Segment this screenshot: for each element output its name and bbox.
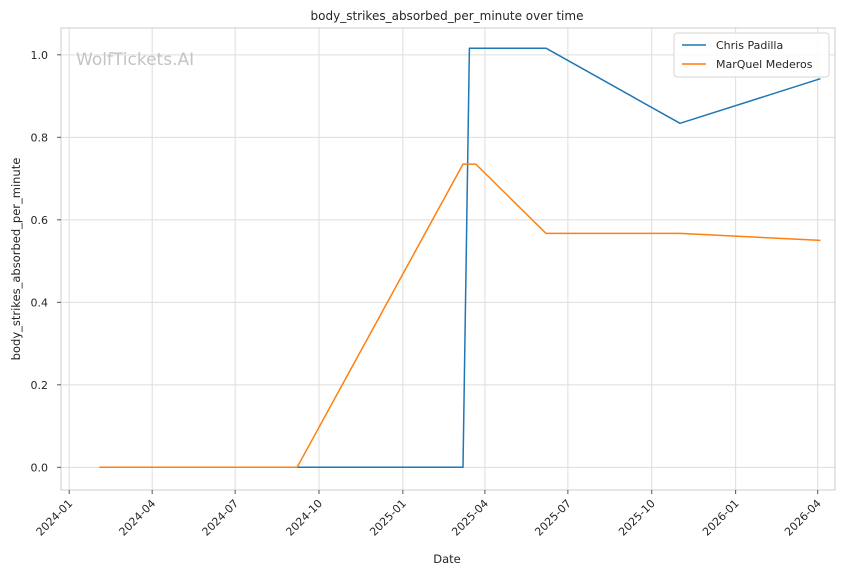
plot-area xyxy=(60,27,836,491)
x-tick-label: 2024-04 xyxy=(117,497,159,539)
series-line-marquel-mederos xyxy=(99,163,821,469)
grid xyxy=(61,28,835,490)
x-tick-label: 2024-10 xyxy=(283,497,325,539)
y-tick-label: 0.6 xyxy=(31,214,49,227)
watermark: WolfTickets.AI xyxy=(76,50,194,70)
x-tick-label: 2025-01 xyxy=(367,497,409,539)
x-tick-label: 2025-10 xyxy=(616,497,658,539)
series-line-chris-padilla xyxy=(175,47,821,469)
legend: Chris Padilla MarQuel Mederos xyxy=(673,32,830,78)
chart-title: body_strikes_absorbed_per_minute over ti… xyxy=(311,9,584,23)
legend-box xyxy=(673,32,830,78)
x-tick-label: 2026-04 xyxy=(782,497,824,539)
y-tick-label: 0.4 xyxy=(31,296,49,309)
x-axis-ticks: 2024-01 2024-04 2024-07 2024-10 2025-01 2025-… xyxy=(34,490,824,539)
x-tick-label: 2025-07 xyxy=(532,497,574,539)
x-axis-title: Date xyxy=(433,552,461,566)
y-axis-ticks: 0.0 0.2 0.4 0.6 0.8 1.0 xyxy=(31,49,61,474)
legend-label-chris-padilla: Chris Padilla xyxy=(716,39,783,52)
y-tick-label: 0.2 xyxy=(31,379,49,392)
legend-label-marquel-mederos: MarQuel Mederos xyxy=(716,58,813,71)
y-tick-label: 0.0 xyxy=(31,461,49,474)
y-tick-label: 0.8 xyxy=(31,131,49,144)
y-axis-title: body_strikes_absorbed_per_minute xyxy=(9,158,23,361)
x-tick-label: 2024-07 xyxy=(200,497,242,539)
x-tick-label: 2025-04 xyxy=(449,497,491,539)
series-lines xyxy=(99,47,821,469)
y-tick-label: 1.0 xyxy=(31,49,49,62)
x-tick-label: 2024-01 xyxy=(34,497,76,539)
x-tick-label: 2026-01 xyxy=(700,497,742,539)
